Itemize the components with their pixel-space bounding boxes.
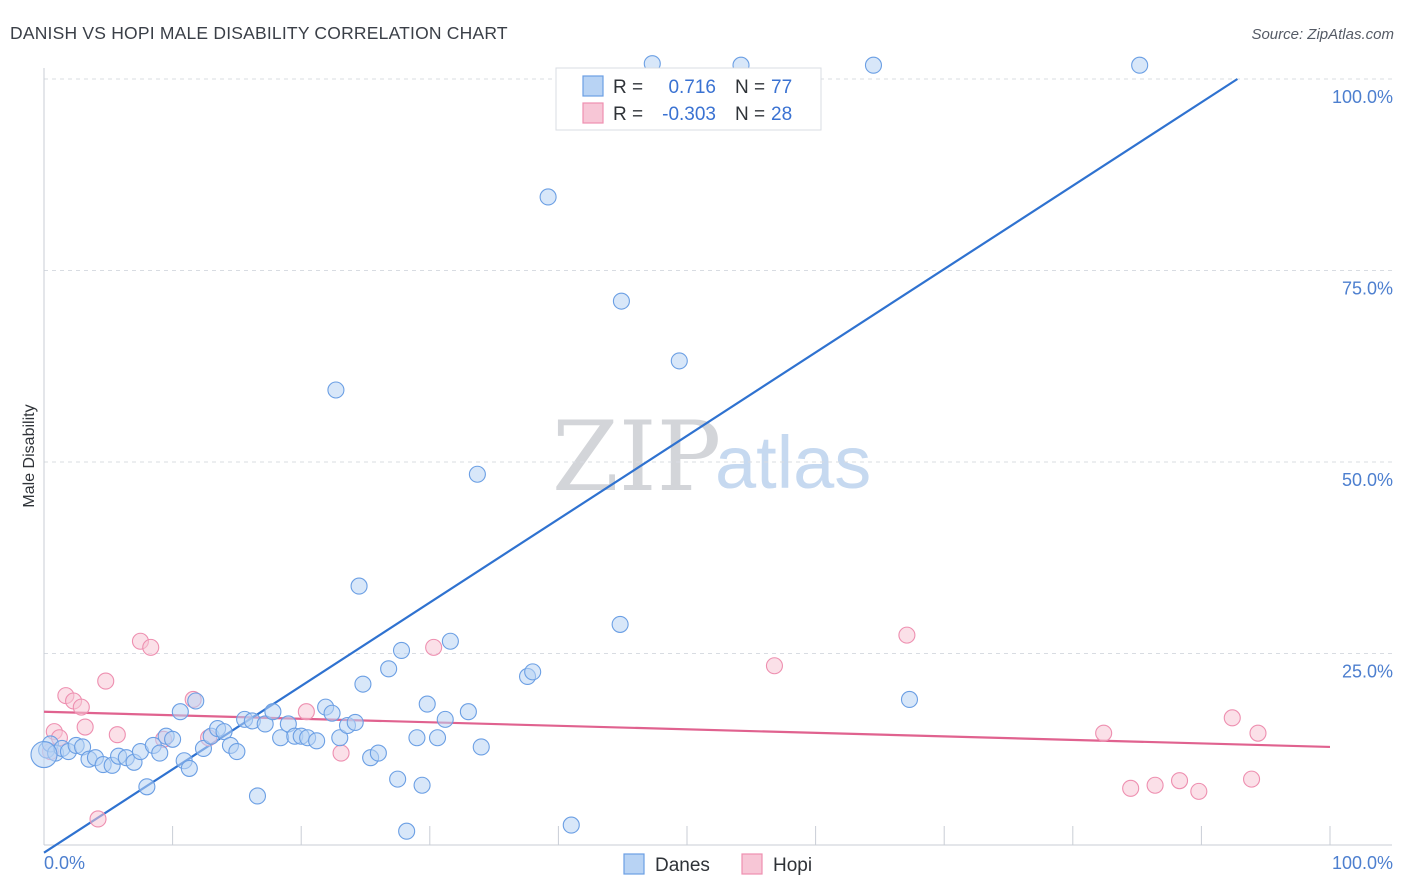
danes-point <box>468 465 486 483</box>
hopi-point <box>72 698 90 716</box>
danes-points <box>30 55 1149 840</box>
danes-point <box>900 690 919 709</box>
series-legend: Danes Hopi <box>623 853 812 876</box>
legend-hopi-r-label: R = <box>613 104 643 125</box>
hopi-point <box>142 638 160 656</box>
legend-danes-n-label: N = <box>735 77 765 98</box>
y-tick-label-75: 75.0% <box>1342 279 1393 299</box>
x-tick-label-max: 100.0% <box>1332 853 1393 873</box>
legend-hopi-r-value: -0.303 <box>662 104 716 125</box>
danes-point <box>215 723 233 741</box>
danes-point <box>418 695 436 713</box>
hopi-point <box>1095 724 1113 742</box>
y-axis-label: Male Disability <box>21 404 38 507</box>
hopi-point <box>1249 724 1267 742</box>
danes-point <box>171 703 189 721</box>
danes-point <box>472 738 490 756</box>
legend-danes-n-value: 77 <box>771 77 792 98</box>
bottom-legend-danes-label: Danes <box>655 855 710 876</box>
legend-danes-swatch <box>582 75 604 97</box>
danes-point <box>331 729 349 747</box>
danes-point <box>228 742 246 761</box>
hopi-point <box>1146 776 1164 794</box>
gridlines <box>44 78 1392 654</box>
hopi-point <box>1243 770 1261 788</box>
danes-point <box>194 739 213 758</box>
hopi-point <box>1122 779 1140 797</box>
danes-point <box>441 632 459 650</box>
y-tick-label-25: 25.0% <box>1342 662 1393 682</box>
danes-point <box>436 710 454 728</box>
chart-source: Source: ZipAtlas.com <box>1251 26 1394 43</box>
danes-point <box>187 692 205 710</box>
legend-hopi-swatch <box>582 102 604 124</box>
hopi-point <box>1170 772 1189 790</box>
danes-point <box>408 729 426 747</box>
danes-point <box>398 822 416 840</box>
hopi-point <box>898 626 916 644</box>
danes-point <box>164 730 182 748</box>
danes-point <box>413 776 431 794</box>
chart-title: DANISH VS HOPI MALE DISABILITY CORRELATI… <box>10 23 508 43</box>
danes-point <box>346 713 364 731</box>
danes-point <box>248 787 267 805</box>
hopi-point <box>89 810 107 828</box>
danes-point <box>864 56 883 74</box>
legend-danes-r-value: 0.716 <box>668 77 716 98</box>
hopi-point <box>425 638 443 656</box>
watermark-zip: ZIP <box>552 401 721 513</box>
hopi-point <box>765 657 783 675</box>
y-tick-labels: 25.0% 50.0% 75.0% 100.0% <box>1332 87 1393 682</box>
danes-point <box>392 641 411 659</box>
watermark: ZIP atlas <box>552 401 871 513</box>
danes-point <box>562 816 580 834</box>
correlation-legend: R = 0.716 N = 77 R = -0.303 N = 28 <box>555 67 822 131</box>
y-tick-label-100: 100.0% <box>1332 87 1393 107</box>
bottom-legend-danes-swatch <box>623 853 645 875</box>
danes-point <box>539 188 557 206</box>
hopi-point <box>1223 709 1241 727</box>
danes-point <box>389 770 407 788</box>
danes-point <box>1131 56 1149 74</box>
danes-point <box>264 703 282 721</box>
hopi-point <box>76 718 94 736</box>
danes-point <box>350 577 368 595</box>
bottom-legend-hopi-swatch <box>741 853 763 875</box>
danes-point <box>151 744 169 762</box>
axes <box>43 68 1392 846</box>
danes-point <box>138 778 156 796</box>
legend-danes-r-label: R = <box>613 77 643 98</box>
danes-point <box>380 660 398 678</box>
hopi-point <box>97 672 115 690</box>
hopi-point <box>297 703 315 721</box>
danes-point <box>428 729 447 747</box>
danes-point <box>323 704 341 722</box>
legend-hopi-n-label: N = <box>735 104 765 125</box>
danes-point <box>308 732 326 750</box>
danes-point <box>327 381 345 399</box>
danes-point <box>459 703 477 721</box>
danes-point <box>670 352 688 370</box>
hopi-point <box>108 726 126 744</box>
danes-point <box>612 292 630 310</box>
danes-point <box>256 715 274 733</box>
danes-point <box>30 741 58 769</box>
danes-point <box>180 759 198 777</box>
danes-point <box>524 663 542 681</box>
y-tick-label-50: 50.0% <box>1342 470 1393 490</box>
danes-point <box>611 615 629 633</box>
danes-point <box>369 744 387 762</box>
danes-point <box>354 675 372 693</box>
legend-hopi-n-value: 28 <box>771 104 792 125</box>
hopi-point <box>332 744 350 762</box>
hopi-point <box>1190 782 1208 800</box>
x-tick-label-min: 0.0% <box>44 853 85 873</box>
bottom-legend-hopi-label: Hopi <box>773 855 812 876</box>
